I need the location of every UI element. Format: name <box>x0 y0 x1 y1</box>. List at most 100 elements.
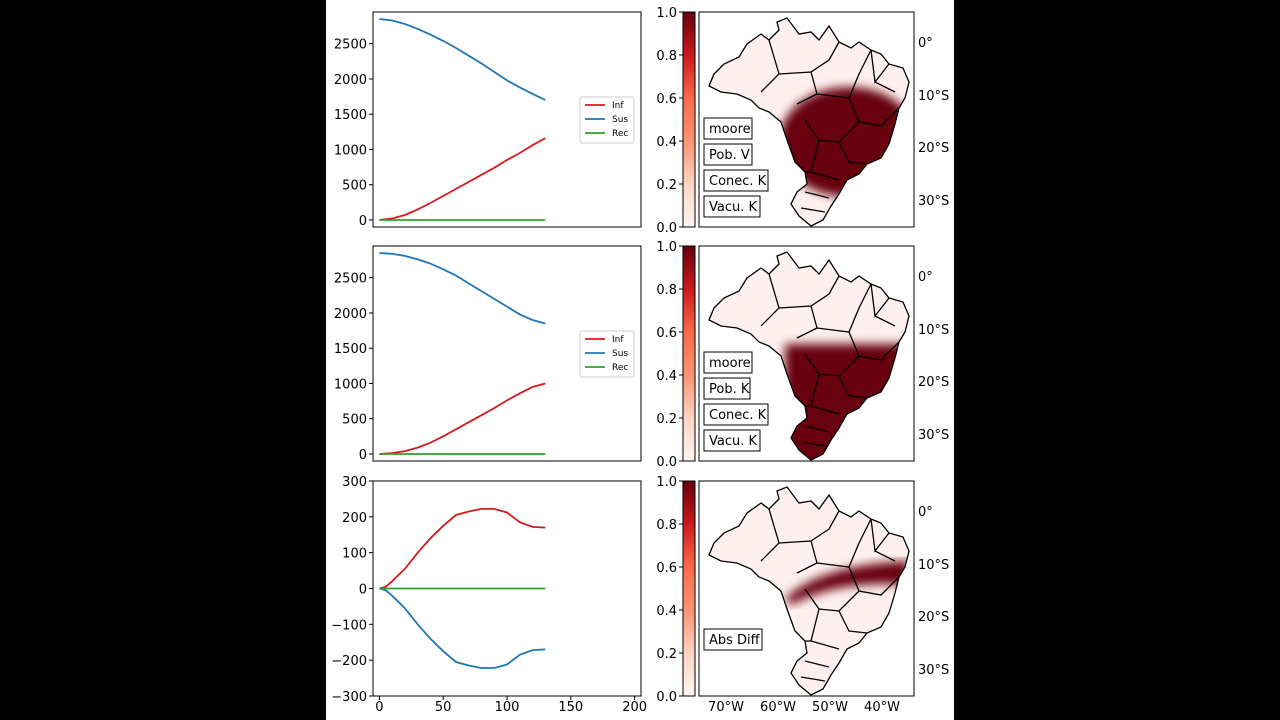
legend-box <box>579 96 635 144</box>
badge-label: moore <box>709 122 751 137</box>
colorbar-tick-label: 0.0 <box>656 455 677 470</box>
longitude-tick-label: 50°W <box>812 700 848 715</box>
colorbar-tick-label: 0.6 <box>656 326 677 341</box>
y-tick-label: −300 <box>331 690 367 705</box>
map-panel-bottom: 0° 10°S 20°S 30°S 70°W 60°W 50°W 40°W Abs Diff <box>698 480 949 715</box>
legend-label-inf: Inf <box>612 101 624 111</box>
colorbar-ramp <box>682 245 696 462</box>
y-tick-label: 1000 <box>334 377 367 392</box>
colorbar-ramp <box>682 480 696 697</box>
colorbar-tick-label: 0.8 <box>656 49 677 64</box>
y-tick-label: 2500 <box>334 38 367 53</box>
map-badge: Vacu. K <box>703 429 761 452</box>
map-badge: Conec. K <box>703 403 769 426</box>
x-tick-label: 150 <box>558 700 583 715</box>
badge-label: moore <box>709 356 751 371</box>
series-line-sus <box>379 252 546 325</box>
line-chart-bottom: −300 −200 −100 0 100 200 300 0 50 100 150 200 <box>331 475 647 715</box>
colorbar-tick-label: 0.6 <box>656 92 677 107</box>
map-badge: moore <box>703 117 753 140</box>
legend-label-sus: Sus <box>612 115 628 125</box>
badge-box <box>703 628 763 651</box>
series-line-inf <box>379 137 546 221</box>
x-tick-label: 100 <box>495 700 520 715</box>
legend: Inf Sus Rec <box>579 96 635 144</box>
longitude-tick-label: 70°W <box>708 700 744 715</box>
y-tick-label: 0 <box>359 214 367 229</box>
latitude-tick-label: 10°S <box>918 323 949 338</box>
badge-label: Conec. K <box>709 408 767 423</box>
badge-box <box>703 429 761 452</box>
latitude-tick-label: 10°S <box>918 558 949 573</box>
latitude-tick-label: 30°S <box>918 663 949 678</box>
x-tick-label: 200 <box>622 700 647 715</box>
y-tick-label: 2000 <box>334 307 367 322</box>
colorbar-top: 0.0 0.2 0.4 0.6 0.8 1.0 <box>656 6 696 236</box>
y-tick-label: 2500 <box>334 272 367 287</box>
map-badge: Pob. K <box>703 377 751 400</box>
colorbar-tick-label: 0.8 <box>656 518 677 533</box>
legend-box <box>579 330 635 378</box>
legend-label-inf: Inf <box>612 335 624 345</box>
badge-box <box>703 169 769 192</box>
series-line-series-0 <box>379 507 546 590</box>
legend-label-rec: Rec <box>612 363 628 373</box>
x-tick-label: 50 <box>435 700 452 715</box>
y-tick-label: 100 <box>342 547 367 562</box>
colorbar-tick-label: 0.0 <box>656 690 677 705</box>
colorbar-tick-label: 0.4 <box>656 604 677 619</box>
y-tick-label: −100 <box>331 618 367 633</box>
map-panel-middle: 0° 10°S 20°S 30°S moore Pob. K Conec. K Vacu. K <box>698 245 949 462</box>
colorbar-tick-label: 1.0 <box>656 6 677 21</box>
latitude-tick-label: 10°S <box>918 89 949 104</box>
map-panel-top: 0° 10°S 20°S 30°S moore Pob. V Conec. K Vacu. K <box>698 11 949 228</box>
legend-label-rec: Rec <box>612 129 628 139</box>
longitude-tick-label: 40°W <box>864 700 900 715</box>
map-badge: Pob. V <box>703 143 753 166</box>
y-tick-label: 2000 <box>334 73 367 88</box>
latitude-tick-label: 20°S <box>918 375 949 390</box>
colorbar-tick-label: 0.4 <box>656 369 677 384</box>
series-line-series-1 <box>379 587 546 669</box>
badge-label: Vacu. K <box>709 200 758 215</box>
badge-box <box>703 195 761 218</box>
state-borders <box>708 251 910 461</box>
badge-box <box>703 117 753 140</box>
state-borders <box>708 486 910 696</box>
y-tick-label: 0 <box>359 448 367 463</box>
map-badge: Conec. K <box>703 169 769 192</box>
latitude-tick-label: 30°S <box>918 194 949 209</box>
colorbar-tick-label: 0.2 <box>656 647 677 662</box>
colorbar-tick-label: 0.0 <box>656 221 677 236</box>
y-tick-label: 200 <box>342 511 367 526</box>
legend-label-sus: Sus <box>612 349 628 359</box>
map-badge: Vacu. K <box>703 195 761 218</box>
colorbar-tick-label: 1.0 <box>656 240 677 255</box>
colorbar-tick-label: 0.2 <box>656 412 677 427</box>
legend: Inf Sus Rec <box>579 330 635 378</box>
y-tick-label: 0 <box>359 583 367 598</box>
latitude-tick-label: 20°S <box>918 610 949 625</box>
colorbar-tick-label: 0.2 <box>656 178 677 193</box>
latitude-tick-label: 30°S <box>918 428 949 443</box>
latitude-tick-label: 0° <box>918 505 933 520</box>
latitude-tick-label: 0° <box>918 36 933 51</box>
colorbar-tick-label: 0.4 <box>656 135 677 150</box>
state-borders <box>708 17 910 227</box>
badge-label: Abs Diff <box>709 633 761 648</box>
x-tick-label: 0 <box>375 700 383 715</box>
badge-label: Vacu. K <box>709 434 758 449</box>
badge-box <box>703 351 753 374</box>
y-tick-label: −200 <box>331 654 367 669</box>
colorbar-tick-label: 0.8 <box>656 283 677 298</box>
badge-label: Pob. V <box>709 148 750 163</box>
colorbar-tick-label: 1.0 <box>656 475 677 490</box>
line-chart-top: 0 500 1000 1500 2000 2500 Inf Sus Rec <box>334 11 642 229</box>
colorbar-bottom: 0.0 0.2 0.4 0.6 0.8 1.0 <box>656 475 696 705</box>
map-badge: Abs Diff <box>703 628 763 651</box>
heat-region <box>785 561 909 605</box>
y-tick-label: 1500 <box>334 108 367 123</box>
colorbar-middle: 0.0 0.2 0.4 0.6 0.8 1.0 <box>656 240 696 470</box>
longitude-tick-label: 60°W <box>760 700 796 715</box>
